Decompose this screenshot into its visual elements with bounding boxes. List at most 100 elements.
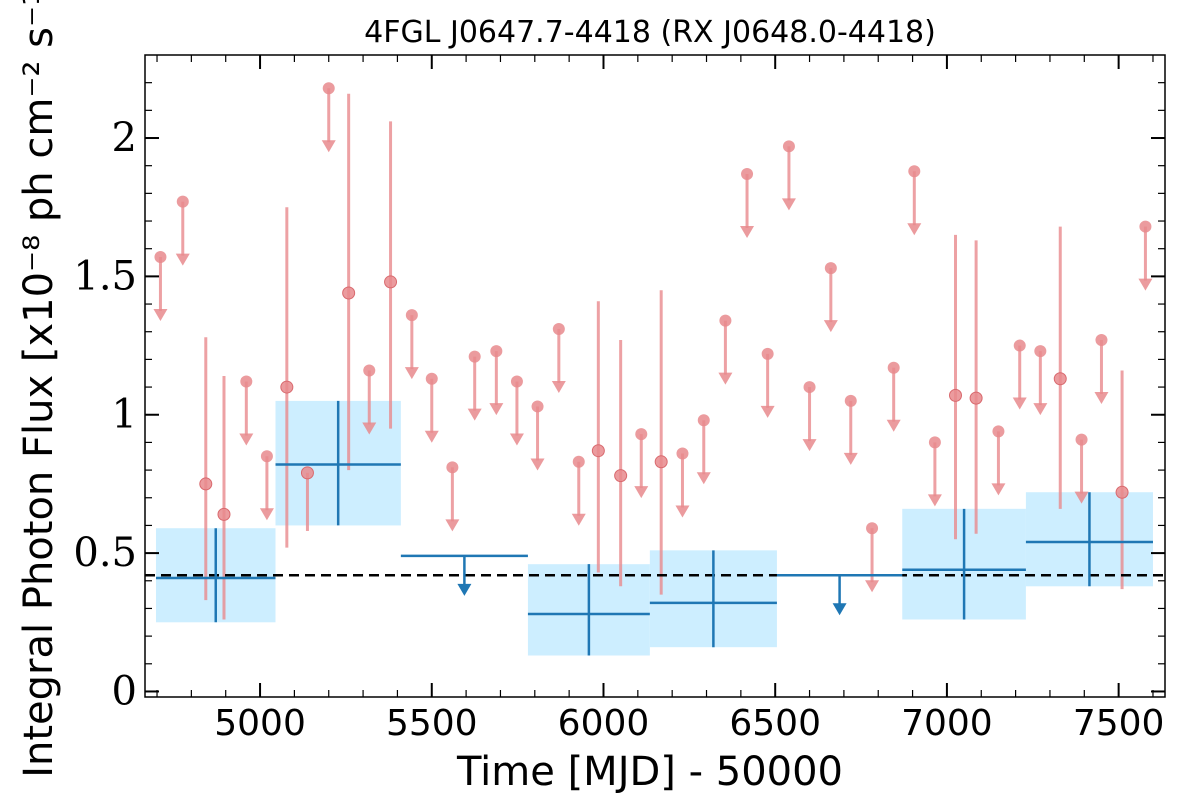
upper-limit-marker <box>240 375 253 388</box>
upper-limit-arrow <box>424 430 439 443</box>
fine-bin-point <box>384 121 398 429</box>
fine-bin-point <box>280 207 294 548</box>
fine-bin-upper-limit <box>802 381 817 452</box>
y-tick-label: 0 <box>112 668 137 714</box>
coarse-bin-upper-limit <box>400 554 528 596</box>
fine-bin-marker <box>969 391 983 405</box>
upper-limit-marker <box>992 425 1005 438</box>
upper-limit-marker <box>425 372 438 385</box>
upper-limit-arrow <box>740 225 755 238</box>
coarse-bin-upper-limit <box>776 573 903 616</box>
upper-limit-marker <box>697 414 710 427</box>
upper-limit-arrow <box>907 223 922 236</box>
coarse-bin-point <box>649 550 777 648</box>
upper-limit-marker <box>928 436 941 449</box>
upper-limit-arrow <box>489 403 504 416</box>
fine-bin-point <box>969 240 983 534</box>
fine-bin-upper-limit <box>321 82 336 153</box>
upper-limit-marker <box>490 345 503 358</box>
upper-limit-arrow <box>760 405 775 418</box>
upper-limit-arrow <box>153 309 168 322</box>
upper-limit-marker <box>176 195 189 208</box>
fine-bin-upper-limit <box>509 375 524 446</box>
fine-bin-marker <box>199 477 213 491</box>
fine-bin-point <box>1115 370 1129 590</box>
fine-bin-upper-limit <box>467 350 482 421</box>
fine-bin-upper-limit <box>362 364 377 435</box>
fine-bin-point <box>300 466 314 531</box>
upper-limit-arrow <box>696 472 711 485</box>
fine-bin-marker <box>1053 372 1067 386</box>
upper-limit-arrow <box>467 408 482 421</box>
fine-bin-marker <box>384 275 398 289</box>
fine-bin-upper-limit <box>675 447 690 518</box>
upper-limit-marker <box>572 455 585 468</box>
x-tick-label: 7500 <box>1073 703 1165 744</box>
upper-limit-marker <box>635 428 648 441</box>
upper-limit-marker <box>1013 339 1026 352</box>
upper-limit-marker <box>405 309 418 322</box>
fine-bin-marker <box>1115 485 1129 499</box>
coarse-bin-point <box>1025 492 1153 587</box>
fine-bin-upper-limit <box>404 309 419 380</box>
upper-limit-marker <box>1139 220 1152 233</box>
upper-limit-arrow <box>239 433 254 446</box>
y-tick-label: 0.5 <box>73 530 137 576</box>
fine-bin-upper-limit <box>760 347 775 418</box>
coarse-bin-point <box>275 400 401 526</box>
fine-bin-upper-limit <box>1094 334 1109 405</box>
fine-bin-upper-limit <box>907 165 922 236</box>
fine-bin-upper-limit <box>239 375 254 446</box>
y-axis-label: Integral Photon Flux [x10⁻⁸ ph cm⁻² s⁻¹] <box>16 0 62 778</box>
fine-bin-upper-limit <box>489 345 504 416</box>
coarse-upper-limit-arrow <box>832 603 847 616</box>
upper-limit-arrow <box>865 580 880 593</box>
fine-bin-upper-limit <box>740 167 755 238</box>
chart-title: 4FGL J0647.7-4418 (RX J0648.0-4418) <box>364 15 936 50</box>
fine-bin-upper-limit <box>843 394 858 465</box>
fine-bin-upper-limit <box>530 400 545 471</box>
y-tick-label: 2 <box>112 115 137 161</box>
upper-limit-arrow <box>259 508 274 521</box>
upper-limit-marker <box>719 314 732 327</box>
fine-bin-upper-limit <box>551 322 566 393</box>
upper-limit-arrow <box>991 483 1006 496</box>
coarse-bin-point <box>902 508 1026 620</box>
fine-bin-upper-limit <box>718 314 733 385</box>
x-tick-label: 6000 <box>558 703 650 744</box>
fine-bin-point <box>1053 226 1067 509</box>
upper-limit-marker <box>866 522 879 535</box>
fine-bin-upper-limit <box>1074 433 1089 504</box>
upper-limit-marker <box>803 381 816 394</box>
plot-frame <box>144 54 1166 698</box>
x-tick-label: 5500 <box>386 703 478 744</box>
fine-bin-marker <box>949 388 963 402</box>
upper-limit-marker <box>468 350 481 363</box>
coarse-bin-point <box>527 564 650 656</box>
x-tick-label: 7000 <box>901 703 993 744</box>
upper-limit-arrow <box>551 380 566 393</box>
fine-bin-marker <box>217 507 231 521</box>
upper-limit-marker <box>322 82 335 95</box>
upper-limit-arrow <box>175 253 190 266</box>
upper-limit-arrow <box>362 422 377 435</box>
fine-bin-upper-limit <box>445 461 460 532</box>
upper-limit-marker <box>154 251 167 264</box>
fine-bin-upper-limit <box>175 195 190 266</box>
fine-bin-marker <box>591 444 605 458</box>
fine-bin-marker <box>654 455 668 469</box>
upper-limit-arrow <box>1138 278 1153 291</box>
coarse-upper-limit-arrow <box>457 583 472 596</box>
fine-bin-point <box>654 290 668 595</box>
fine-bin-upper-limit <box>1033 345 1048 416</box>
fine-bin-marker <box>300 466 314 480</box>
upper-limit-arrow <box>1094 392 1109 405</box>
upper-limit-marker <box>446 461 459 474</box>
upper-limit-arrow <box>321 140 336 153</box>
upper-limit-arrow <box>781 198 796 211</box>
fine-bin-upper-limit <box>696 414 711 485</box>
upper-limit-marker <box>782 140 795 153</box>
upper-limit-marker <box>552 322 565 335</box>
fine-bin-upper-limit <box>634 428 649 499</box>
